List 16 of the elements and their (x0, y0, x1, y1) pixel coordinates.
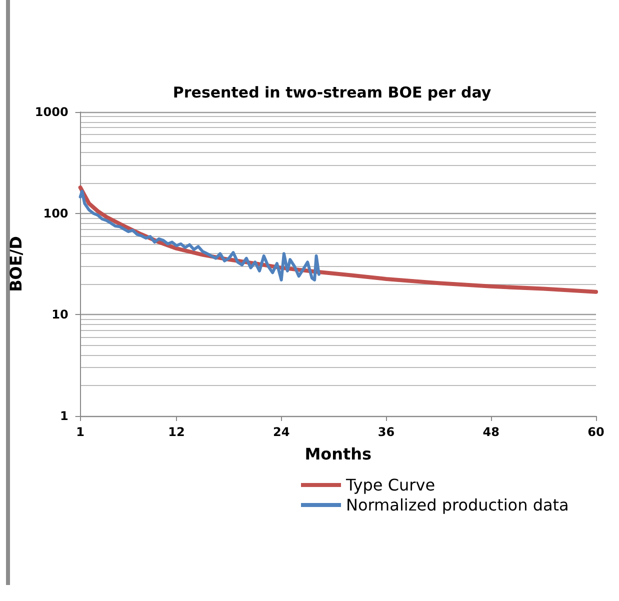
chart-title: Presented in two-stream BOE per day (172, 84, 492, 102)
legend-label: Type Curve (345, 476, 436, 494)
legend-label: Normalized production data (346, 496, 569, 514)
y-tick-label: 100 (43, 206, 68, 220)
line-series (78, 190, 320, 282)
x-tick-label: 60 (588, 425, 604, 439)
x-tick-label: 12 (168, 425, 185, 439)
y-axis-title: BOE/D (6, 236, 26, 292)
x-tick-label: 1 (76, 425, 84, 439)
x-tick-label: 48 (482, 425, 500, 439)
x-tick-label: 36 (378, 425, 395, 439)
x-axis-title: Months (304, 444, 372, 464)
y-tick-label: 1000 (34, 105, 68, 119)
x-tick-label: 24 (272, 425, 290, 439)
y-tick-label: 10 (52, 308, 68, 322)
y-tick-label: 1 (60, 409, 68, 423)
